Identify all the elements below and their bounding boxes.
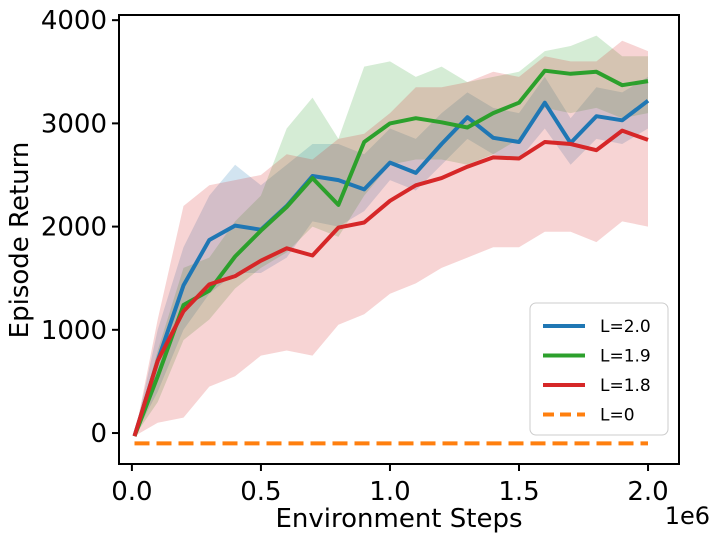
x-axis-ticks: 0.0 0.5 1.0 1.5 2.0	[111, 464, 669, 507]
y-axis-ticks: 0 1000 2000 3000 4000	[41, 6, 119, 449]
band-l-1-9	[134, 35, 648, 437]
plot-frame	[118, 14, 680, 465]
y-tick-label: 2000	[41, 213, 107, 243]
legend-box	[529, 302, 669, 436]
x-tick-label: 0.0	[111, 477, 152, 507]
legend-label-l-1-8: L=1.8	[600, 376, 651, 396]
line-l-2-0	[132, 99, 650, 437]
x-tick-label: 1.5	[498, 477, 539, 507]
y-tick-label: 1000	[41, 316, 107, 346]
legend-label-l-0: L=0	[600, 406, 635, 426]
y-tick-label: 4000	[41, 6, 107, 36]
x-tick-label: 2.0	[627, 477, 668, 507]
line-l-1-8	[132, 128, 649, 437]
legend-label-l-1-9: L=1.9	[600, 347, 651, 367]
y-axis-label: Episode Return	[5, 142, 35, 339]
series-lines	[132, 68, 650, 446]
y-tick-label: 0	[90, 419, 107, 449]
x-tick-label: 1.0	[369, 477, 410, 507]
x-offset-label: 1e6	[665, 502, 710, 530]
line-l-1-9	[132, 68, 649, 437]
x-axis-label: Environment Steps	[275, 504, 522, 534]
x-tick-label: 0.5	[240, 477, 281, 507]
legend: L=2.0 L=1.9 L=1.8 L=0	[529, 302, 669, 436]
legend-label-l-2-0: L=2.0	[600, 317, 651, 337]
y-tick-label: 3000	[41, 109, 107, 139]
